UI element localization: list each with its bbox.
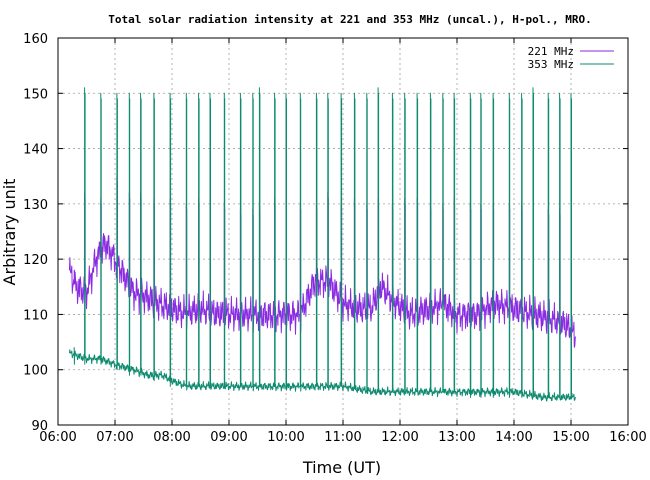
series-layer [68, 87, 577, 402]
y-axis-label: Arbitrary unit [0, 179, 19, 286]
x-tick-label: 06:00 [39, 430, 76, 445]
chart-title: Total solar radiation intensity at 221 a… [108, 13, 591, 26]
tick-layer: 06:00 07:00 08:00 09:00 10:00 11:00 12:00 13:00… [23, 32, 647, 445]
legend-label: 353 MHz [528, 58, 574, 71]
x-tick-label: 09:00 [210, 430, 247, 445]
legend-label: 221 MHz [528, 45, 574, 58]
x-tick-label: 07:00 [96, 430, 133, 445]
x-tick-label: 15:00 [552, 430, 589, 445]
series-line-221-mhz [68, 175, 577, 348]
x-tick-label: 14:00 [495, 430, 532, 445]
y-tick-label: 130 [23, 198, 48, 213]
series-line-353-mhz [68, 87, 576, 402]
x-tick-label: 08:00 [153, 430, 190, 445]
x-tick-label: 11:00 [324, 430, 361, 445]
y-tick-label: 90 [31, 419, 48, 434]
y-tick-label: 140 [23, 143, 48, 158]
y-tick-label: 100 [23, 364, 48, 379]
y-tick-label: 160 [23, 32, 48, 47]
x-tick-label: 10:00 [267, 430, 304, 445]
grid [58, 38, 628, 425]
y-tick-label: 120 [23, 253, 48, 268]
y-tick-label: 110 [23, 308, 48, 323]
x-tick-label: 12:00 [381, 430, 418, 445]
x-axis-label: Time (UT) [302, 458, 381, 477]
x-tick-label: 16:00 [609, 430, 646, 445]
x-tick-label: 13:00 [438, 430, 475, 445]
plot-frame [57, 37, 629, 426]
y-tick-label: 150 [23, 87, 48, 102]
